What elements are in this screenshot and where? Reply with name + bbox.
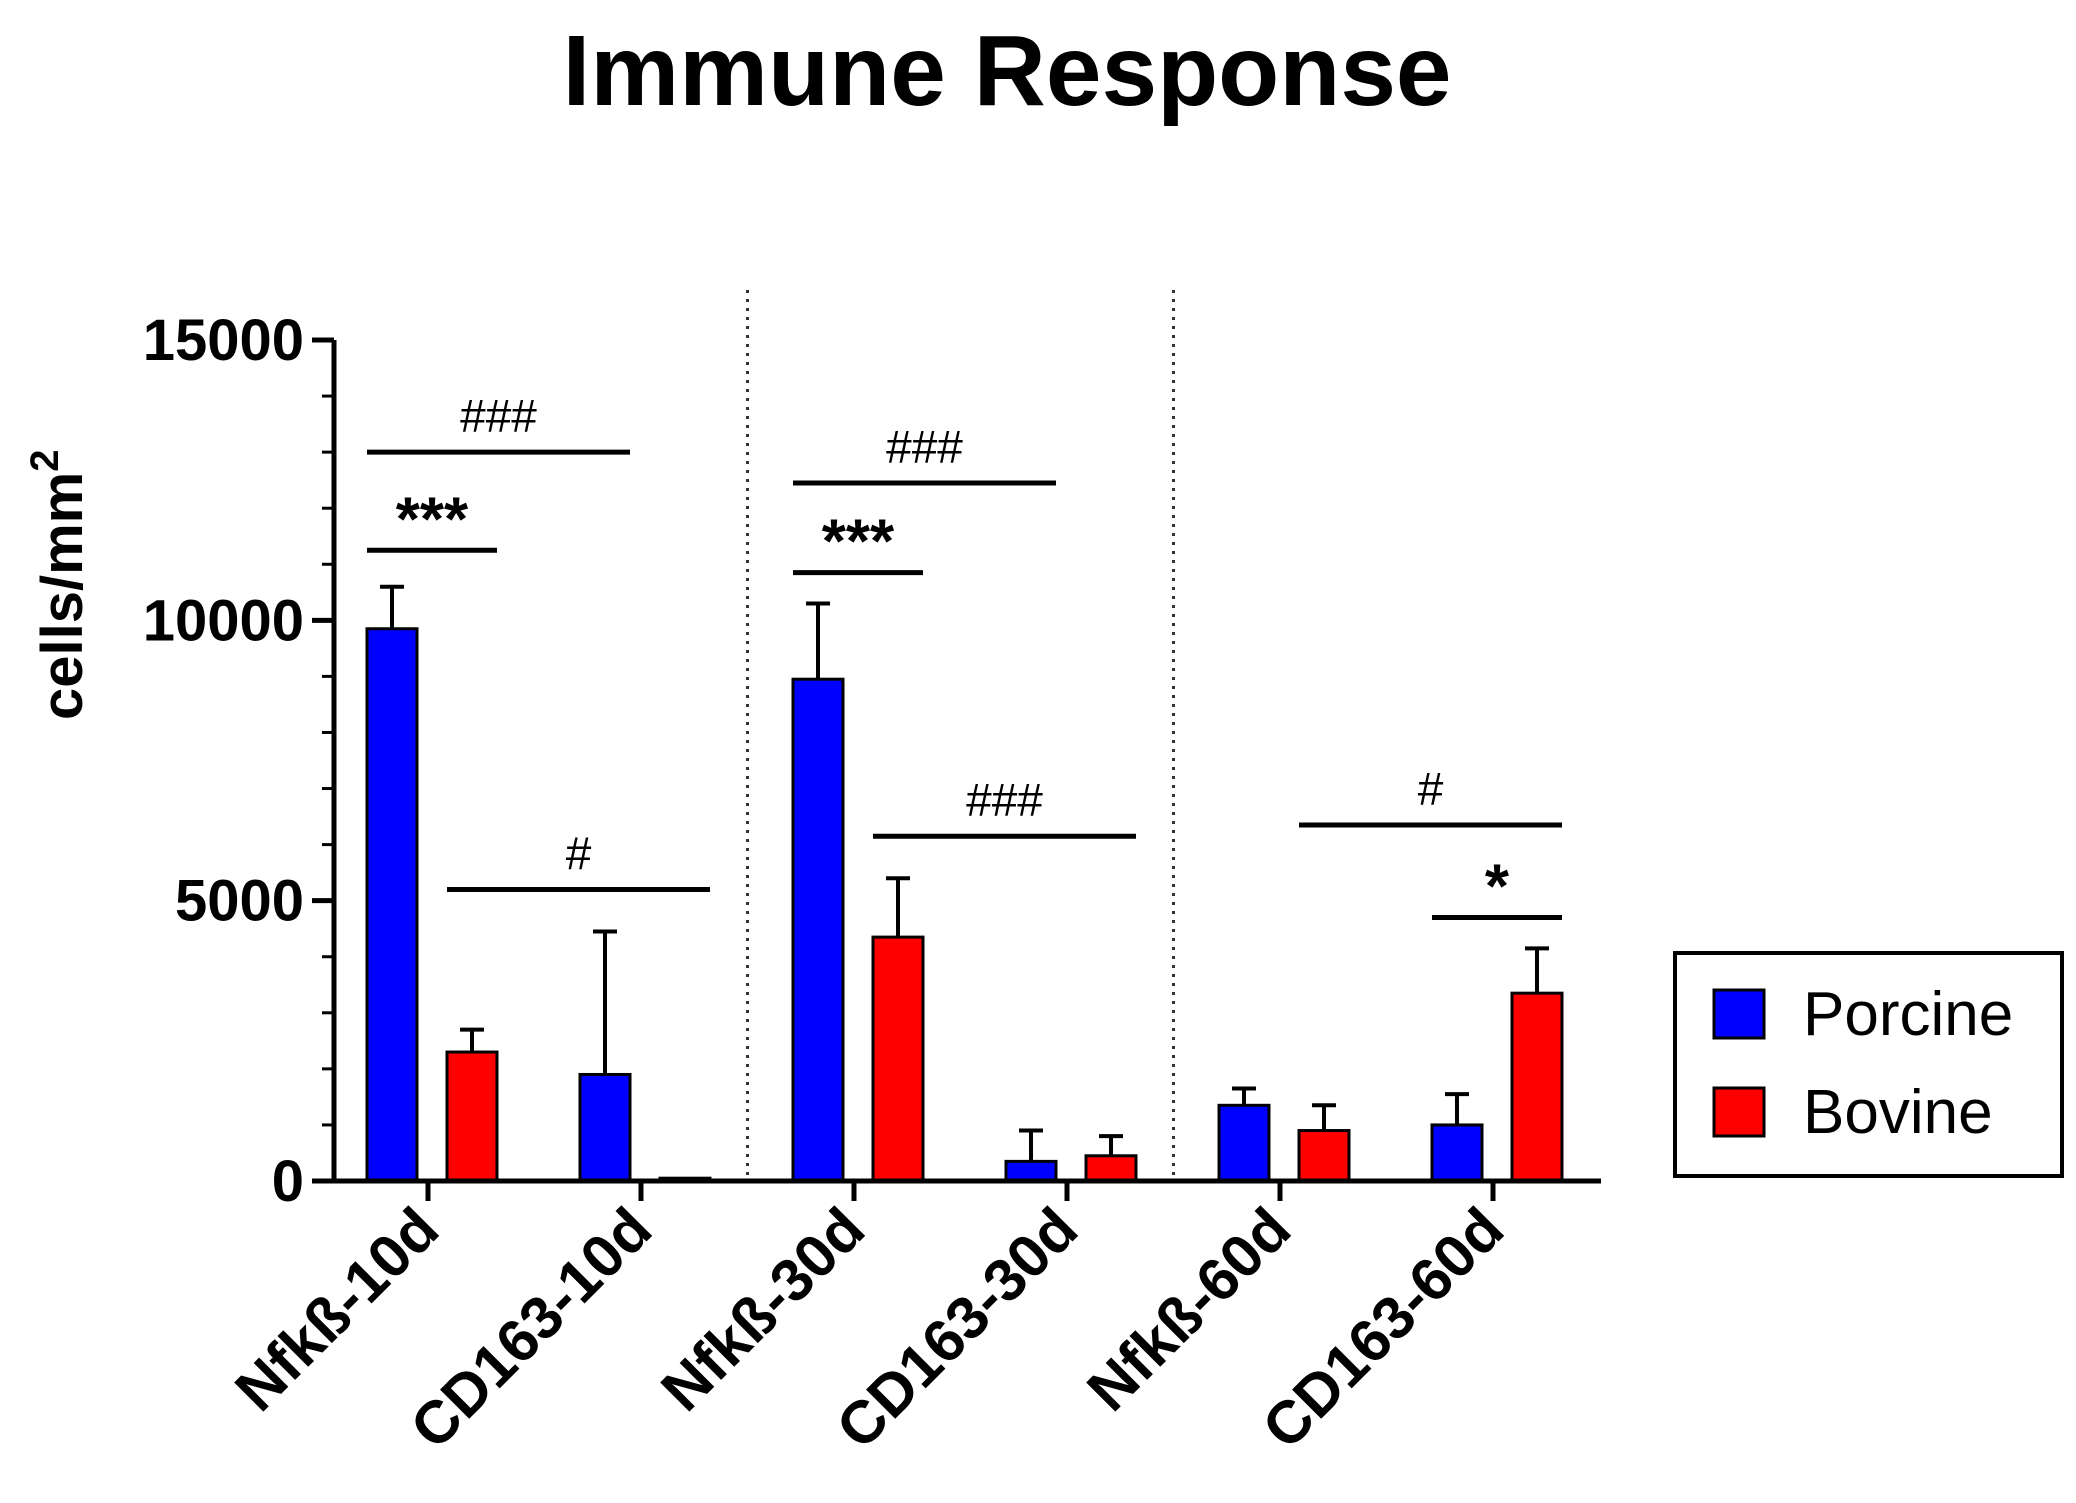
- bar-porcine-nfk-10d: [365, 627, 419, 1183]
- legend-swatch-bovine: [1712, 1086, 1766, 1138]
- bar-porcine-nfk-30d: [791, 677, 845, 1183]
- bar-bovine-nfk-10d: [445, 1050, 499, 1183]
- bar-porcine-nfk-60d: [1217, 1103, 1271, 1183]
- significance-hash-label: ###: [886, 421, 963, 473]
- significance-hash-label: ###: [460, 390, 537, 442]
- bar-bovine-cd163-60d: [1510, 991, 1564, 1183]
- y-tick-label: 10000: [143, 588, 304, 653]
- bars: [365, 627, 1564, 1183]
- significance-hash-label: #: [1418, 763, 1444, 815]
- bar-bovine-nfk-30d: [871, 935, 925, 1183]
- significance-star-label: *: [1485, 852, 1510, 921]
- y-tick-label: 15000: [143, 308, 304, 373]
- y-axis-label: cells/mm2: [23, 449, 95, 720]
- legend-label-porcine: Porcine: [1803, 980, 2013, 1049]
- chart-title: Immune Response: [562, 15, 1451, 127]
- bar-porcine-cd163-30d: [1004, 1159, 1058, 1183]
- y-axis-label-text: cells/mm: [30, 472, 95, 720]
- x-tick-label-nfk-10d: Nfkß-10d: [222, 1195, 451, 1424]
- y-tick-label: 5000: [175, 869, 304, 934]
- x-ticks: Nfkß-10dCD163-10dNfkß-30dCD163-30dNfkß-6…: [222, 1181, 1516, 1461]
- significance-annotations: ###***####***### #*: [367, 390, 1562, 921]
- significance-star-label: ***: [396, 485, 469, 554]
- axes: [331, 340, 1601, 1184]
- y-ticks: 0 5000 10000 15000: [143, 308, 334, 1214]
- legend-swatch-porcine: [1712, 988, 1766, 1040]
- bar-porcine-cd163-60d: [1430, 1123, 1484, 1183]
- bar-bovine-cd163-30d: [1084, 1154, 1138, 1183]
- bar-bovine-nfk-60d: [1297, 1129, 1351, 1183]
- legend: Porcine Bovine: [1673, 951, 2064, 1178]
- y-axis-label-superscript: 2: [23, 449, 67, 471]
- significance-star-label: ***: [822, 508, 895, 577]
- bar-porcine-cd163-10d: [578, 1072, 632, 1183]
- y-tick-label: 0: [272, 1149, 304, 1214]
- significance-hash-label: #: [566, 827, 592, 879]
- legend-label-bovine: Bovine: [1803, 1078, 1993, 1147]
- significance-hash-label: ###: [966, 774, 1043, 826]
- x-tick-label-nfk-60d: Nfkß-60d: [1074, 1195, 1303, 1424]
- error-bars: [380, 584, 1549, 1162]
- x-tick-label-nfk-30d: Nfkß-30d: [648, 1195, 877, 1424]
